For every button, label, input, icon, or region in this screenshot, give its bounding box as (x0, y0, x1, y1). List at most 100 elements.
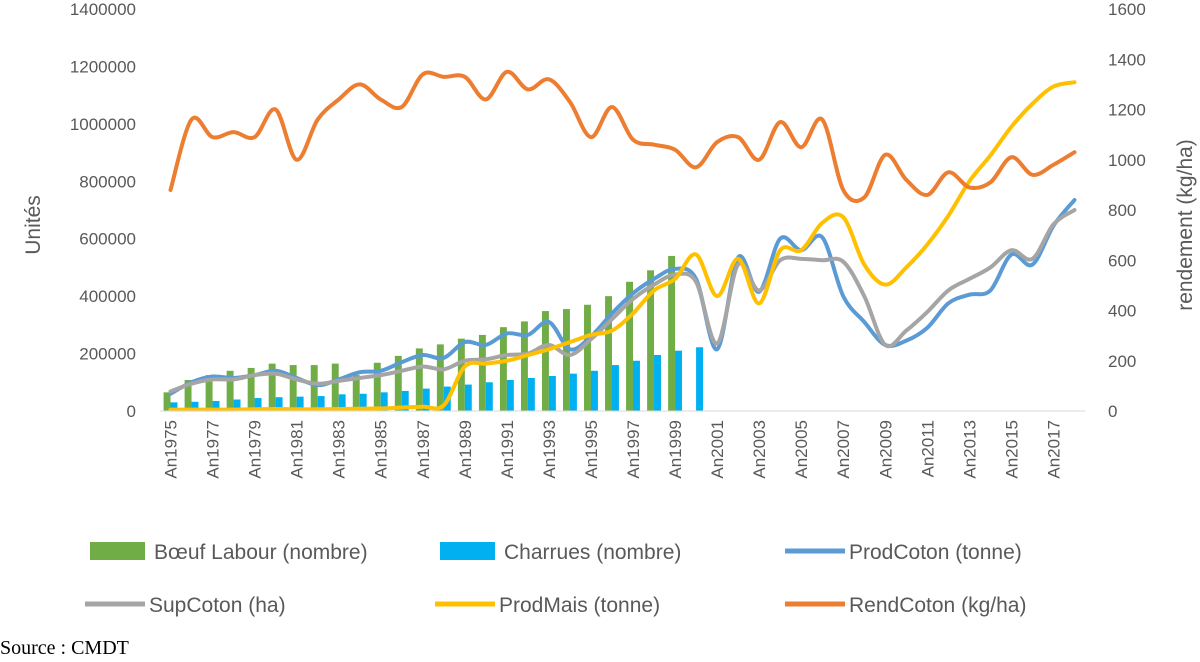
bar-boeuf-labour (520, 321, 528, 411)
x-tick-label: An2013 (960, 420, 979, 479)
x-tick-label: An1985 (372, 420, 391, 479)
legend-prodcoton: ProdCoton (tonne) (785, 541, 1022, 564)
bar-boeuf-labour (584, 304, 591, 411)
line-series-group (168, 69, 1077, 412)
x-axis-ticks: An1975 An1977 An1979 An1981 An1983 An1985 An19… (162, 420, 1064, 479)
x-tick-label: An1999 (666, 420, 685, 479)
x-tick-label: An2001 (708, 420, 727, 479)
bar-boeuf-labour (268, 363, 276, 411)
y-left-tick-label: 1400000 (70, 0, 136, 19)
x-tick-label: An1997 (624, 420, 643, 479)
bar-charrues (590, 370, 598, 411)
x-tick-label: An2007 (834, 420, 853, 479)
bar-charrues (233, 399, 241, 411)
bar-charrues (485, 382, 493, 411)
bar-boeuf-labour (205, 375, 213, 411)
legend-supcoton: SupCoton (ha) (85, 594, 286, 617)
y-left-tick-label: 800000 (79, 172, 136, 191)
y-right-tick-label: 200 (1108, 352, 1136, 371)
x-tick-label: An1995 (582, 420, 601, 479)
bar-boeuf-labour (373, 362, 381, 411)
bar-boeuf-labour (331, 363, 339, 411)
bar-charrues (338, 394, 346, 411)
bar-boeuf-labour (352, 375, 360, 411)
y-right-tick-label: 600 (1108, 251, 1136, 270)
bar-charrues (527, 377, 535, 411)
bar-boeuf-labour (184, 379, 192, 411)
bar-boeuf-labour (247, 367, 255, 411)
chart: 0 200000 400000 600000 800000 1000000 1200000 1… (22, 0, 1197, 617)
bar-charrues (359, 393, 367, 411)
legend-label: SupCoton (ha) (149, 594, 286, 617)
y-right-tick-label: 1000 (1108, 151, 1146, 170)
y-right-tick-label: 800 (1108, 201, 1136, 220)
bar-boeuf-labour (226, 370, 234, 411)
y-right-tick-label: 1200 (1108, 101, 1146, 120)
x-tick-label: An2005 (792, 420, 811, 479)
bar-charrues (654, 355, 661, 411)
bar-boeuf-labour (563, 309, 570, 411)
left-axis-ticks: 0 200000 400000 600000 800000 1000000 1200000 1… (70, 0, 136, 421)
y-left-tick-label: 600000 (79, 230, 136, 249)
legend-swatch (90, 542, 145, 560)
bar-boeuf-labour (668, 255, 676, 411)
bar-charrues (380, 392, 388, 411)
y-axis-left-title: Unités (22, 195, 45, 255)
bar-charrues (548, 375, 556, 411)
x-tick-label: An1979 (246, 420, 265, 479)
bar-charrues (569, 373, 577, 411)
legend-label: ProdCoton (tonne) (849, 541, 1022, 564)
bar-charrues (317, 396, 325, 411)
bar-charrues (611, 365, 619, 411)
x-tick-label: An1975 (162, 420, 181, 479)
legend-label: Charrues (nombre) (504, 541, 681, 564)
x-tick-label: An2017 (1044, 420, 1063, 479)
legend-label: ProdMais (tonne) (499, 594, 660, 617)
bar-boeuf-labour (163, 392, 171, 411)
legend-boeuf-labour: Bœuf Labour (nombre) (90, 541, 368, 564)
legend-rendcoton: RendCoton (kg/ha) (785, 594, 1026, 617)
bar-boeuf-labour (394, 355, 402, 411)
y-left-tick-label: 1200000 (70, 57, 136, 76)
bar-boeuf-labour (626, 281, 634, 411)
line-supcoton (168, 208, 1077, 394)
bar-charrues (464, 384, 472, 411)
line-rendcoton (168, 69, 1077, 204)
bar-boeuf-labour (647, 270, 655, 411)
bar-boeuf-labour (289, 365, 297, 411)
legend-prodmais: ProdMais (tonne) (435, 594, 660, 617)
bar-charrues (696, 347, 704, 411)
x-tick-label: An1993 (540, 420, 559, 479)
bar-charrues (401, 390, 409, 411)
bar-charrues (170, 402, 178, 411)
bar-boeuf-labour (478, 334, 486, 411)
bar-boeuf-labour (436, 344, 444, 411)
bar-charrues (254, 398, 262, 411)
bar-charrues (275, 397, 283, 411)
y-left-tick-label: 200000 (79, 345, 136, 364)
bar-charrues (296, 396, 304, 411)
bar-boeuf-labour (605, 296, 612, 411)
y-right-tick-label: 400 (1108, 302, 1136, 321)
bar-charrues (675, 350, 682, 411)
y-right-tick-label: 1600 (1108, 0, 1146, 19)
y-right-tick-label: 0 (1108, 402, 1117, 421)
legend-label: RendCoton (kg/ha) (849, 594, 1026, 617)
line-prodmais (168, 80, 1077, 412)
bar-boeuf-labour (415, 348, 423, 411)
x-tick-label: An1989 (456, 420, 475, 479)
y-axis-right-title: rendement (kg/ha) (1174, 139, 1197, 311)
y-right-tick-label: 1400 (1108, 50, 1146, 69)
x-tick-label: An1987 (414, 420, 433, 479)
right-axis-ticks: 0 200 400 600 800 1000 1200 1400 1600 (1108, 0, 1146, 421)
y-left-tick-label: 1000000 (70, 115, 136, 134)
x-tick-label: An2009 (876, 420, 895, 479)
y-left-tick-label: 400000 (79, 287, 136, 306)
legend-charrues: Charrues (nombre) (440, 541, 681, 564)
bar-charrues (191, 401, 199, 411)
legend: Bœuf Labour (nombre) Charrues (nombre) Pro… (85, 541, 1026, 617)
bar-charrues (422, 388, 430, 411)
bar-charrues (633, 360, 640, 411)
x-tick-label: An2015 (1002, 420, 1021, 479)
source-note: Source : CMDT (0, 637, 129, 659)
